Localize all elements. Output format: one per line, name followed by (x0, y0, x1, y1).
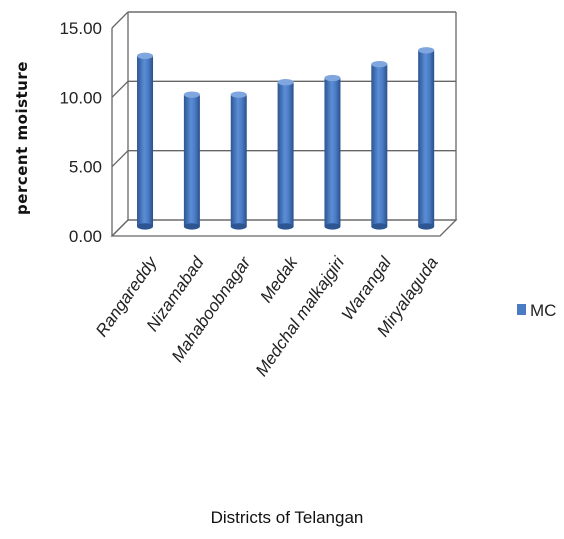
bar-medak (277, 78, 294, 230)
category-label: Medak (256, 252, 302, 306)
bars (137, 47, 435, 230)
bar-mahaboobnagar (230, 91, 247, 230)
y-tick-labels: 0.00 5.00 10.00 15.00 (59, 19, 102, 246)
legend-swatch (517, 304, 526, 315)
bar-nizamabad (183, 91, 200, 230)
y-tick-label: 0.00 (69, 227, 102, 246)
y-tick-label: 10.00 (59, 88, 102, 107)
y-axis-title: percent moisture (13, 61, 31, 215)
y-tick-label: 15.00 (59, 19, 102, 38)
y-tick-label: 5.00 (69, 158, 102, 177)
bar-medchal-malkajgiri (324, 74, 341, 230)
legend-label: MC (530, 301, 556, 320)
bar-rangareddy (137, 52, 154, 230)
bar-warangal (371, 60, 388, 230)
bar-miryalaguda (418, 47, 435, 230)
legend: MC (517, 301, 556, 320)
category-label: Medchal malkajgiri (252, 252, 349, 379)
x-axis-title: Districts of Telangan (211, 508, 364, 527)
